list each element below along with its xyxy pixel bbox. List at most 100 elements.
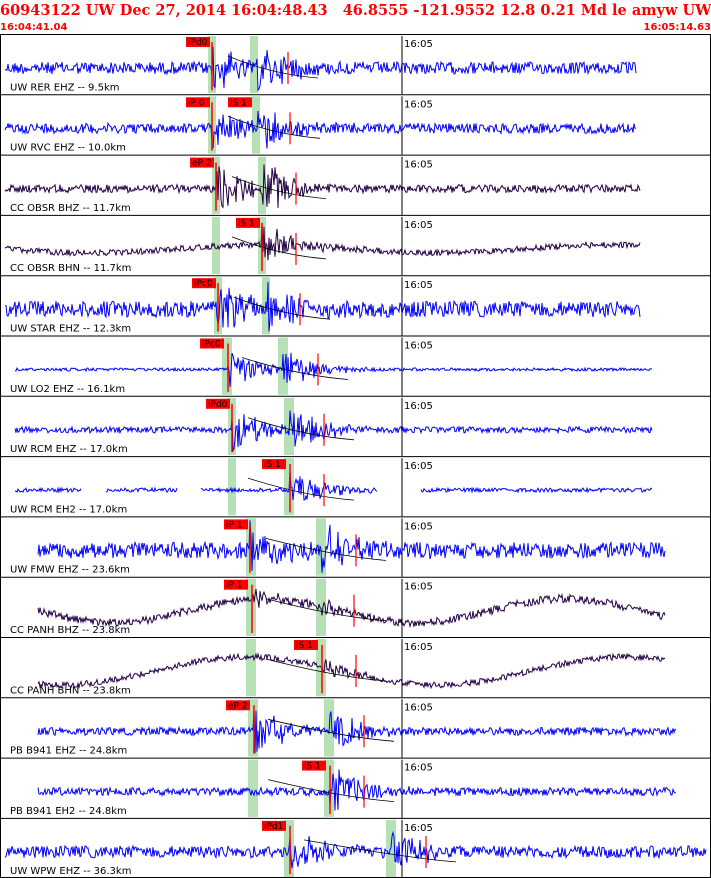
s-window bbox=[316, 518, 326, 576]
s-window bbox=[324, 759, 334, 817]
waveform-trace bbox=[14, 410, 653, 453]
station-label: UW RVC EHZ -- 10.0km bbox=[10, 143, 126, 154]
pick-label: iS 1 bbox=[238, 219, 255, 229]
pick-label: iS 1 bbox=[264, 460, 281, 470]
pick-label: iPc0 bbox=[202, 340, 221, 350]
pick-label: iP 0 bbox=[188, 98, 205, 108]
pick-box bbox=[206, 398, 230, 409]
window-start-time: 16:04:41.04 bbox=[0, 22, 68, 33]
pick-box bbox=[192, 278, 216, 289]
minute-label: 16:05 bbox=[404, 401, 433, 412]
pick-box bbox=[262, 459, 286, 470]
station-label: UW STAR EHZ -- 12.3km bbox=[10, 324, 131, 335]
waveform-trace bbox=[37, 589, 666, 629]
pick-label: iPd0 bbox=[188, 38, 208, 48]
waveform-trace bbox=[37, 709, 677, 754]
pick-box bbox=[294, 640, 318, 650]
station-label: UW RER EHZ -- 9.5km bbox=[10, 82, 119, 93]
pick-box bbox=[224, 579, 248, 590]
station-label: UW WPW EHZ -- 36.3km bbox=[10, 866, 131, 877]
station-label: CC OBSR BHZ -- 11.7km bbox=[10, 203, 131, 214]
station-label: CC PANH BHZ -- 23.8km bbox=[10, 625, 130, 636]
p-window bbox=[248, 759, 258, 817]
pick-label: iP 1 bbox=[226, 581, 243, 591]
minute-label: 16:05 bbox=[404, 702, 433, 713]
minute-label: 16:05 bbox=[404, 763, 433, 774]
minute-label: 16:05 bbox=[404, 220, 433, 231]
s-window bbox=[252, 96, 260, 154]
minute-label: 16:05 bbox=[404, 582, 433, 593]
pick-box bbox=[186, 97, 210, 108]
pick-box bbox=[224, 519, 248, 530]
station-label: PB B941 EHZ -- 24.8km bbox=[10, 746, 127, 757]
minute-label: 16:05 bbox=[404, 642, 433, 653]
minute-label: 16:05 bbox=[404, 823, 433, 834]
waveform-trace bbox=[4, 110, 637, 149]
waveform-trace bbox=[4, 830, 707, 869]
window-end-time: 16:05:14.63 bbox=[643, 22, 711, 33]
pick-box bbox=[200, 338, 224, 349]
station-label: UW RCM EHZ -- 17.0km bbox=[10, 444, 128, 455]
minute-label: 16:05 bbox=[404, 280, 433, 291]
waveform-trace bbox=[4, 281, 641, 332]
pick-label: eP 2 bbox=[228, 701, 248, 711]
p-window bbox=[222, 337, 232, 395]
waveform-trace bbox=[37, 652, 666, 690]
event-header: 60943122 UW Dec 27, 2014 16:04:48.43 46.… bbox=[0, 2, 711, 19]
seismogram-panel[interactable]: 16:05 iPd0 UW RER EHZ -- 9.5km 16:05 iP 0 iS … bbox=[0, 34, 711, 878]
pick-label: iS 1 bbox=[304, 762, 321, 772]
travel-curve bbox=[231, 176, 327, 199]
travel-curve bbox=[267, 779, 395, 802]
s-window bbox=[316, 578, 326, 636]
travel-curve bbox=[241, 357, 349, 380]
minute-label: 16:05 bbox=[404, 99, 433, 110]
waveform-trace bbox=[4, 222, 641, 261]
pick-label: eP 2 bbox=[192, 159, 212, 169]
waveform-trace bbox=[14, 470, 653, 501]
pick-box bbox=[186, 37, 210, 47]
travel-curve bbox=[233, 296, 331, 320]
p-window bbox=[246, 578, 256, 636]
minute-label: 16:05 bbox=[404, 39, 433, 50]
p-window bbox=[212, 216, 220, 275]
station-label: PB B941 EH2 -- 24.8km bbox=[10, 806, 127, 817]
minute-label: 16:05 bbox=[404, 160, 433, 171]
pick-box bbox=[262, 820, 286, 831]
waveform-trace bbox=[37, 520, 666, 573]
pick2-box bbox=[228, 97, 252, 108]
pick-box bbox=[302, 760, 326, 771]
travel-curve bbox=[247, 417, 355, 441]
waveform-trace bbox=[4, 46, 637, 92]
station-label: CC OBSR BHN -- 11.7km bbox=[10, 263, 131, 274]
travel-curve bbox=[231, 236, 327, 260]
station-label: UW LO2 EHZ -- 16.1km bbox=[10, 384, 125, 395]
s-window bbox=[258, 156, 266, 214]
waveform-trace bbox=[37, 769, 676, 811]
p-window bbox=[228, 458, 236, 516]
travel-curve bbox=[265, 598, 387, 622]
pick-box bbox=[236, 217, 260, 228]
s-window bbox=[316, 639, 326, 697]
pick-label: iPc0 bbox=[194, 279, 213, 289]
minute-label: 16:05 bbox=[404, 461, 433, 472]
station-label: UW FMW EHZ -- 23.6km bbox=[10, 565, 130, 576]
pick-label: iPd0 bbox=[208, 400, 228, 410]
travel-curve bbox=[247, 477, 355, 501]
pick-label: iP 1 bbox=[226, 520, 243, 530]
minute-label: 16:05 bbox=[404, 341, 433, 352]
travel-curve bbox=[265, 658, 387, 682]
travel-curve bbox=[227, 115, 321, 139]
station-label: UW RCM EH2 -- 17.0km bbox=[10, 504, 127, 515]
p-window bbox=[246, 639, 256, 697]
travel-curve bbox=[267, 718, 395, 742]
waveform-trace bbox=[4, 164, 641, 209]
waveform-trace bbox=[14, 352, 653, 387]
pick-label: iS 1 bbox=[296, 641, 313, 651]
travel-curve bbox=[303, 839, 457, 863]
travel-curve bbox=[265, 538, 387, 561]
pick-label: iPd1 bbox=[264, 822, 283, 832]
minute-label: 16:05 bbox=[404, 521, 433, 532]
pick-box bbox=[226, 700, 250, 711]
travel-curve bbox=[227, 55, 319, 79]
station-label: CC PANH BHN -- 23.8km bbox=[10, 685, 131, 696]
